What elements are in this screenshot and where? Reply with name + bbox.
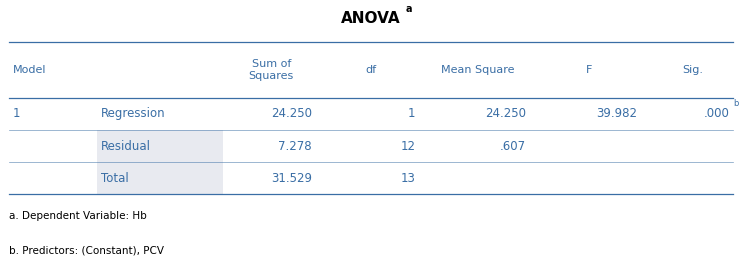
Bar (97, 162, 223, 194)
Text: Mean Square: Mean Square (441, 65, 515, 75)
Text: .000: .000 (703, 108, 729, 121)
Text: Residual: Residual (101, 140, 151, 153)
Text: b: b (733, 99, 738, 108)
Text: a: a (406, 4, 413, 14)
Text: df: df (366, 65, 376, 75)
Text: Sum of
Squares: Sum of Squares (249, 59, 294, 81)
Text: 1: 1 (408, 108, 416, 121)
Text: 12: 12 (401, 140, 416, 153)
Text: 13: 13 (401, 172, 416, 185)
Text: b. Predictors: (Constant), PCV: b. Predictors: (Constant), PCV (9, 245, 164, 255)
Text: 39.982: 39.982 (596, 108, 637, 121)
Text: 1: 1 (13, 108, 20, 121)
Text: Total: Total (101, 172, 129, 185)
Text: .607: .607 (500, 140, 526, 153)
Text: ANOVA: ANOVA (341, 11, 401, 26)
Text: 31.529: 31.529 (271, 172, 312, 185)
Text: Regression: Regression (101, 108, 165, 121)
Text: 24.250: 24.250 (485, 108, 526, 121)
Text: 24.250: 24.250 (271, 108, 312, 121)
Text: F: F (586, 65, 592, 75)
Text: Sig.: Sig. (682, 65, 703, 75)
Text: a. Dependent Variable: Hb: a. Dependent Variable: Hb (9, 211, 146, 221)
Text: 7.278: 7.278 (278, 140, 312, 153)
Text: Model: Model (13, 65, 46, 75)
Bar (97, 130, 223, 162)
